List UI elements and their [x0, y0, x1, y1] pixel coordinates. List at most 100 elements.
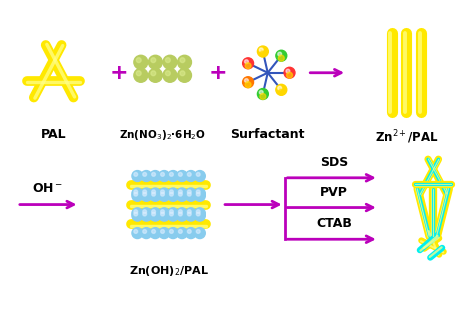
Circle shape [245, 63, 251, 69]
Circle shape [152, 210, 155, 214]
Circle shape [196, 173, 200, 176]
Circle shape [141, 170, 152, 181]
Circle shape [187, 230, 191, 233]
Circle shape [150, 190, 161, 201]
Circle shape [196, 192, 200, 196]
Circle shape [278, 86, 282, 90]
Circle shape [163, 55, 177, 69]
Circle shape [180, 71, 185, 76]
Circle shape [170, 173, 173, 176]
Circle shape [168, 210, 179, 221]
Circle shape [152, 173, 155, 176]
Circle shape [150, 170, 161, 181]
Circle shape [150, 188, 161, 199]
Circle shape [187, 173, 191, 176]
Circle shape [159, 190, 170, 201]
Circle shape [170, 190, 173, 194]
Circle shape [151, 58, 156, 63]
Circle shape [168, 208, 179, 219]
Circle shape [257, 46, 268, 57]
Circle shape [276, 50, 287, 61]
Circle shape [185, 190, 196, 201]
Circle shape [159, 170, 170, 181]
Circle shape [286, 69, 290, 73]
Text: SDS: SDS [320, 156, 348, 169]
Circle shape [137, 71, 141, 76]
Circle shape [143, 192, 146, 196]
Circle shape [168, 188, 179, 199]
Circle shape [134, 173, 137, 176]
Text: Zn(OH)$_2$/PAL: Zn(OH)$_2$/PAL [128, 264, 209, 278]
Circle shape [194, 210, 205, 221]
Circle shape [194, 190, 205, 201]
Circle shape [276, 84, 287, 95]
Circle shape [259, 91, 263, 94]
Circle shape [161, 173, 164, 176]
Circle shape [278, 52, 282, 56]
Circle shape [159, 210, 170, 221]
Circle shape [150, 208, 161, 219]
Circle shape [178, 190, 182, 194]
Circle shape [132, 190, 143, 201]
Circle shape [245, 60, 248, 63]
Circle shape [194, 228, 205, 239]
Circle shape [132, 188, 143, 199]
Text: Surfactant: Surfactant [230, 128, 305, 141]
Circle shape [134, 55, 148, 69]
Circle shape [143, 173, 146, 176]
Circle shape [159, 188, 170, 199]
Circle shape [243, 58, 254, 69]
Circle shape [132, 228, 143, 239]
Circle shape [170, 192, 173, 196]
Circle shape [141, 188, 152, 199]
Circle shape [141, 190, 152, 201]
Circle shape [161, 212, 164, 216]
Circle shape [176, 190, 187, 201]
Circle shape [243, 77, 254, 88]
Circle shape [132, 208, 143, 219]
Text: PAL: PAL [41, 128, 66, 141]
Circle shape [148, 68, 162, 82]
Circle shape [134, 212, 137, 216]
Circle shape [137, 58, 141, 63]
Circle shape [260, 94, 266, 100]
Circle shape [176, 188, 187, 199]
Circle shape [185, 210, 196, 221]
Circle shape [187, 190, 191, 194]
Circle shape [260, 51, 266, 57]
Circle shape [170, 230, 173, 233]
Circle shape [278, 55, 284, 61]
Text: +: + [110, 63, 128, 83]
Circle shape [185, 208, 196, 219]
Circle shape [180, 58, 185, 63]
Circle shape [143, 190, 146, 194]
Circle shape [245, 82, 251, 88]
Text: CTAB: CTAB [316, 217, 352, 230]
Circle shape [178, 212, 182, 216]
Circle shape [141, 210, 152, 221]
Circle shape [178, 173, 182, 176]
Circle shape [165, 71, 170, 76]
Circle shape [168, 170, 179, 181]
Circle shape [134, 68, 148, 82]
Circle shape [150, 228, 161, 239]
Circle shape [176, 208, 187, 219]
Circle shape [159, 208, 170, 219]
Circle shape [178, 192, 182, 196]
Circle shape [287, 72, 292, 78]
Circle shape [178, 230, 182, 233]
Circle shape [143, 210, 146, 214]
Circle shape [259, 48, 263, 52]
Circle shape [161, 210, 164, 214]
Circle shape [148, 55, 162, 69]
Circle shape [168, 228, 179, 239]
Circle shape [152, 212, 155, 216]
Circle shape [134, 192, 137, 196]
Circle shape [185, 228, 196, 239]
Circle shape [257, 89, 268, 100]
Circle shape [170, 210, 173, 214]
Circle shape [178, 55, 191, 69]
Circle shape [284, 67, 295, 78]
Circle shape [143, 230, 146, 233]
Circle shape [132, 210, 143, 221]
